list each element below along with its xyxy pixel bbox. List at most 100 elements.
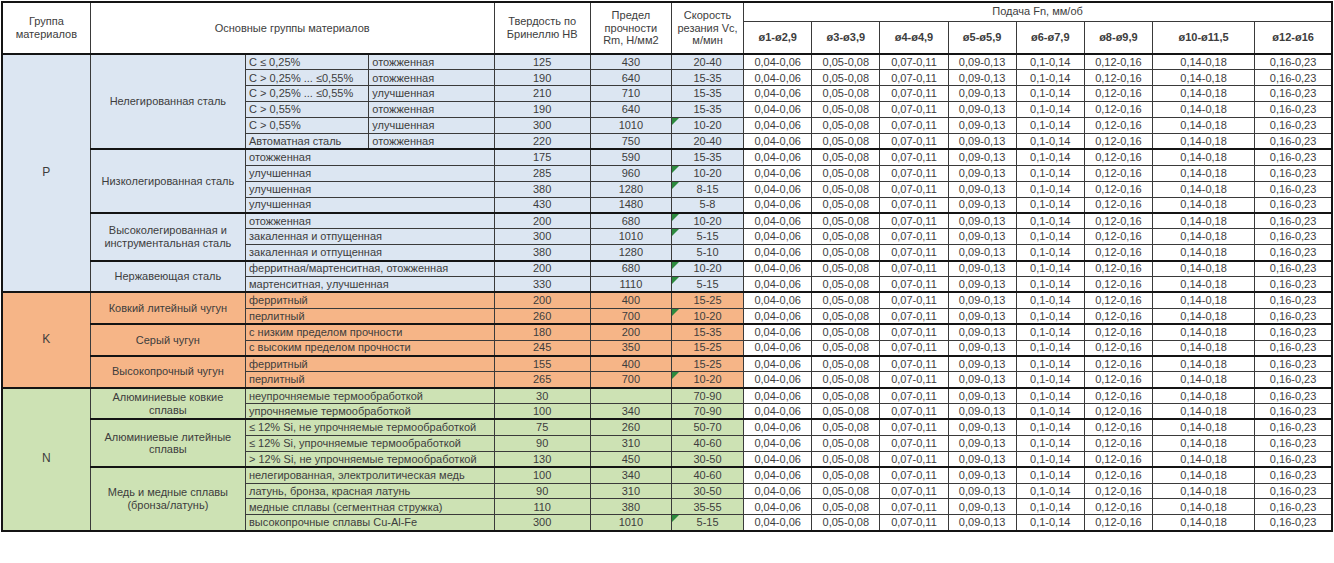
- feed-value-cell: 0,04-0,06: [744, 181, 812, 197]
- feed-value-cell: 0,16-0,23: [1255, 197, 1332, 213]
- feed-value-cell: 0,16-0,23: [1255, 149, 1332, 165]
- cutting-speed-vc-cell: 50-70: [671, 419, 743, 435]
- hardness-hb-cell: 110: [494, 499, 590, 515]
- tensile-rm-cell: 710: [590, 86, 671, 102]
- feed-value-cell: 0,07-0,11: [880, 276, 948, 292]
- tensile-rm-cell: 1010: [590, 515, 671, 531]
- material-desc-cell: закаленная и отпущенная: [246, 245, 495, 261]
- feed-value-cell: 0,16-0,23: [1255, 229, 1332, 245]
- feed-value-cell: 0,07-0,11: [880, 435, 948, 451]
- table-row: NАлюминиевые ковкие сплавынеупрочняемые …: [2, 388, 1332, 404]
- feed-value-cell: 0,04-0,06: [744, 435, 812, 451]
- feed-value-cell: 0,1-0,14: [1016, 70, 1084, 86]
- feed-value-cell: 0,16-0,23: [1255, 435, 1332, 451]
- feed-value-cell: 0,07-0,11: [880, 404, 948, 420]
- material-desc-cell: ферритный: [246, 292, 495, 308]
- material-treatment-cell: улучшенная: [369, 86, 494, 102]
- feed-value-cell: 0,05-0,08: [812, 340, 880, 356]
- feed-value-cell: 0,14-0,18: [1152, 197, 1254, 213]
- feed-value-cell: 0,09-0,13: [948, 229, 1016, 245]
- subgroup-name-cell: Высокопрочный чугун: [90, 356, 245, 388]
- feed-value-cell: 0,1-0,14: [1016, 419, 1084, 435]
- tensile-rm-cell: 1280: [590, 181, 671, 197]
- feed-value-cell: 0,04-0,06: [744, 499, 812, 515]
- table-row: KКовкий литейный чугунферритный20040015-…: [2, 292, 1332, 308]
- tensile-rm-cell: 260: [590, 419, 671, 435]
- feed-value-cell: 0,04-0,06: [744, 261, 812, 277]
- material-desc-cell: с низким пределом прочности: [246, 324, 495, 340]
- feed-value-cell: 0,14-0,18: [1152, 70, 1254, 86]
- header-diameter-col: ø1-ø2,9: [744, 21, 812, 54]
- table-row: Серый чугунс низким пределом прочности18…: [2, 324, 1332, 340]
- hardness-hb-cell: 180: [494, 324, 590, 340]
- feed-value-cell: 0,09-0,13: [948, 435, 1016, 451]
- feed-value-cell: 0,07-0,11: [880, 245, 948, 261]
- feed-value-cell: 0,16-0,23: [1255, 54, 1332, 70]
- feed-value-cell: 0,09-0,13: [948, 499, 1016, 515]
- feed-value-cell: 0,04-0,06: [744, 54, 812, 70]
- material-condition-cell: C > 0,55%: [246, 118, 369, 134]
- feed-value-cell: 0,05-0,08: [812, 308, 880, 324]
- feed-value-cell: 0,14-0,18: [1152, 451, 1254, 467]
- material-desc-cell: медные сплавы (сегментная стружка): [246, 499, 495, 515]
- error-marker-icon: [672, 277, 679, 284]
- feed-value-cell: 0,09-0,13: [948, 276, 1016, 292]
- feed-value-cell: 0,14-0,18: [1152, 118, 1254, 134]
- feed-value-cell: 0,14-0,18: [1152, 435, 1254, 451]
- feed-value-cell: 0,05-0,08: [812, 213, 880, 229]
- material-condition-cell: Автоматная сталь: [246, 133, 369, 149]
- feed-value-cell: 0,05-0,08: [812, 86, 880, 102]
- feed-value-cell: 0,16-0,23: [1255, 213, 1332, 229]
- feed-value-cell: 0,14-0,18: [1152, 276, 1254, 292]
- feed-value-cell: 0,14-0,18: [1152, 102, 1254, 118]
- header-diameter-col: ø8-ø9,9: [1084, 21, 1152, 54]
- feed-value-cell: 0,12-0,16: [1084, 372, 1152, 388]
- material-desc-cell: отожженная: [246, 213, 495, 229]
- feed-value-cell: 0,1-0,14: [1016, 276, 1084, 292]
- feed-value-cell: 0,14-0,18: [1152, 229, 1254, 245]
- feed-value-cell: 0,07-0,11: [880, 133, 948, 149]
- group-code-cell: K: [2, 292, 90, 387]
- feed-value-cell: 0,09-0,13: [948, 149, 1016, 165]
- feed-value-cell: 0,1-0,14: [1016, 451, 1084, 467]
- feed-value-cell: 0,04-0,06: [744, 102, 812, 118]
- material-desc-cell: высокопрочные сплавы Cu-Al-Fe: [246, 515, 495, 531]
- feed-value-cell: 0,16-0,23: [1255, 499, 1332, 515]
- feed-value-cell: 0,12-0,16: [1084, 419, 1152, 435]
- material-condition-cell: C > 0,55%: [246, 102, 369, 118]
- header-diameter-col: ø6-ø7,9: [1016, 21, 1084, 54]
- feed-value-cell: 0,05-0,08: [812, 197, 880, 213]
- feed-value-cell: 0,14-0,18: [1152, 404, 1254, 420]
- subgroup-name-cell: Низколегированная сталь: [90, 149, 245, 213]
- feed-value-cell: 0,12-0,16: [1084, 340, 1152, 356]
- cutting-speed-vc-cell: 15-35: [671, 102, 743, 118]
- feed-value-cell: 0,1-0,14: [1016, 149, 1084, 165]
- feed-value-cell: 0,16-0,23: [1255, 419, 1332, 435]
- feed-value-cell: 0,05-0,08: [812, 356, 880, 372]
- cutting-speed-vc-cell: 20-40: [671, 133, 743, 149]
- hardness-hb-cell: 75: [494, 419, 590, 435]
- feed-value-cell: 0,07-0,11: [880, 340, 948, 356]
- feed-value-cell: 0,05-0,08: [812, 276, 880, 292]
- table-row: Алюминиевые литейные сплавы≤ 12% Si, не …: [2, 419, 1332, 435]
- feed-value-cell: 0,1-0,14: [1016, 388, 1084, 404]
- hardness-hb-cell: 130: [494, 451, 590, 467]
- header-feed-title: Подача Fn, мм/об: [744, 2, 1332, 21]
- feed-value-cell: 0,05-0,08: [812, 372, 880, 388]
- cutting-speed-vc-cell: 15-35: [671, 70, 743, 86]
- table-body: PНелегированная стальC ≤ 0,25%отожженная…: [2, 54, 1332, 531]
- material-desc-cell: ≤ 12% Si, не упрочняемые термообработкой: [246, 419, 495, 435]
- feed-value-cell: 0,07-0,11: [880, 165, 948, 181]
- hardness-hb-cell: 200: [494, 261, 590, 277]
- feed-value-cell: 0,14-0,18: [1152, 213, 1254, 229]
- material-desc-cell: мартенситная, улучшенная: [246, 276, 495, 292]
- feed-value-cell: 0,1-0,14: [1016, 261, 1084, 277]
- cutting-speed-vc-cell: 10-20: [671, 165, 743, 181]
- tensile-rm-cell: 640: [590, 102, 671, 118]
- feed-value-cell: 0,05-0,08: [812, 149, 880, 165]
- table-row: PНелегированная стальC ≤ 0,25%отожженная…: [2, 54, 1332, 70]
- tensile-rm-cell: 340: [590, 467, 671, 483]
- feed-value-cell: 0,04-0,06: [744, 324, 812, 340]
- feed-value-cell: 0,04-0,06: [744, 340, 812, 356]
- subgroup-name-cell: Высоколегированная и инструментальная ст…: [90, 213, 245, 261]
